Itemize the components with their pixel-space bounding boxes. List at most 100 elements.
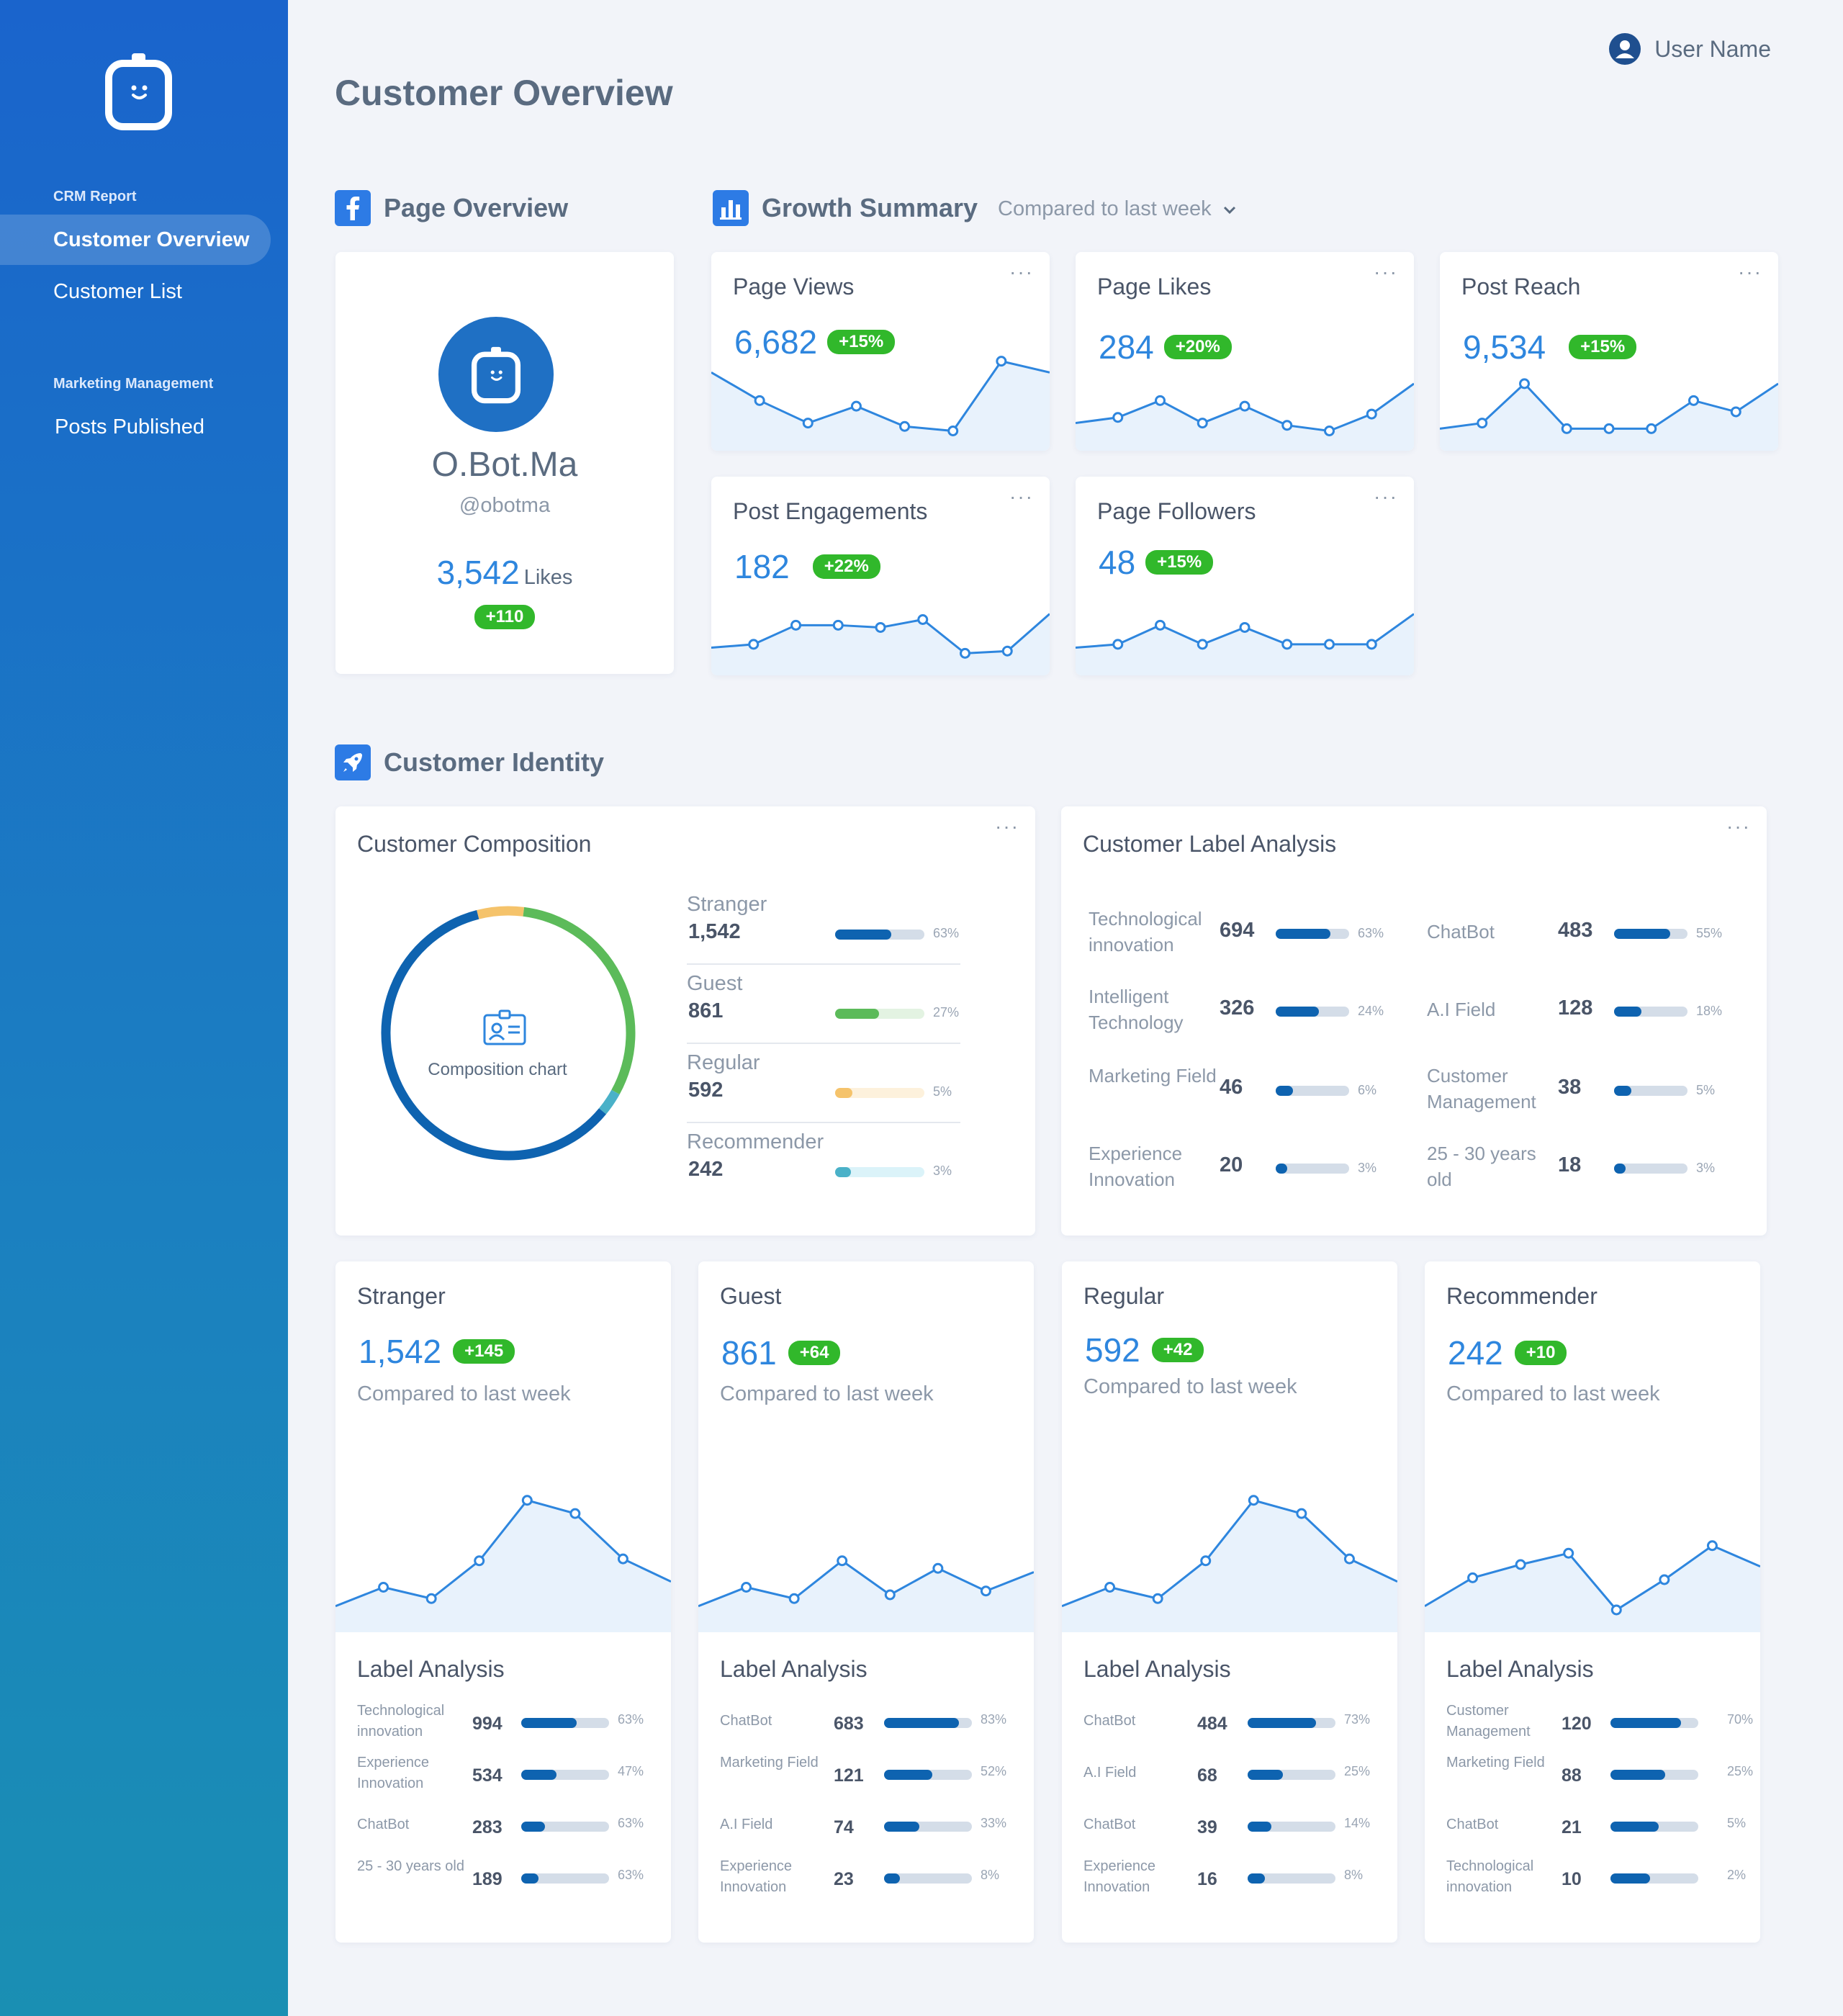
user-menu[interactable]: User Name — [1608, 32, 1771, 66]
trend-point — [1706, 1540, 1718, 1552]
label-name: 25 - 30 years old — [1427, 1143, 1536, 1190]
more-options-icon[interactable]: ··· — [1009, 261, 1034, 283]
label-progress — [521, 1718, 609, 1728]
sparkline-area — [1440, 383, 1778, 451]
label-progress-fill — [1614, 929, 1670, 939]
segment-label-row: Technological innovation 10 2% — [1446, 1856, 1749, 1908]
label-count: 68 — [1197, 1765, 1217, 1786]
label-progress — [1610, 1718, 1698, 1728]
contact-card-icon — [335, 1009, 674, 1050]
label-percent: 33% — [981, 1816, 1007, 1830]
metric-change-badge: +15% — [1569, 335, 1637, 359]
segment-label-row: Marketing Field 88 25% — [1446, 1752, 1753, 1804]
sparkline-point — [1281, 420, 1293, 431]
metric-title: Page Followers — [1097, 498, 1256, 524]
trend-point — [1563, 1547, 1574, 1559]
metric-sparkline — [1076, 613, 1414, 675]
growth-summary-heading: Growth Summary — [713, 190, 978, 226]
more-options-icon[interactable]: ··· — [1726, 815, 1751, 837]
sparkline-point — [1366, 408, 1377, 420]
sidebar-item-customer-list[interactable]: Customer List — [53, 280, 182, 303]
segment-label-row: A.I Field 68 25% — [1083, 1752, 1386, 1804]
segment-label-row: ChatBot 21 5% — [1446, 1804, 1749, 1856]
segment-value: 242 — [688, 1158, 724, 1181]
composition-donut-chart — [381, 906, 636, 1161]
label-name: Technological innovation — [1446, 1858, 1534, 1895]
more-options-icon[interactable]: ··· — [1374, 485, 1398, 508]
trend-point — [1610, 1604, 1622, 1616]
more-options-icon[interactable]: ··· — [995, 815, 1019, 837]
sidebar-item-posts-published[interactable]: Posts Published — [55, 415, 204, 438]
segment-compare-text: Compared to last week — [357, 1382, 571, 1405]
more-options-icon[interactable]: ··· — [1374, 261, 1398, 283]
label-progress-fill — [1248, 1822, 1271, 1832]
label-name: Marketing Field — [1446, 1755, 1545, 1770]
user-name: User Name — [1654, 35, 1771, 62]
label-progress — [1614, 929, 1687, 939]
sparkline-point — [832, 619, 844, 631]
label-percent: 70% — [1727, 1712, 1754, 1727]
label-count: 121 — [834, 1765, 864, 1786]
logo-icon[interactable] — [104, 50, 173, 131]
metric-card-page-followers: ··· Page Followers 48 +15% — [1076, 477, 1414, 675]
sparkline-point — [748, 639, 760, 650]
sparkline-point — [1730, 406, 1741, 418]
segment-label-analysis-title: Label Analysis — [1083, 1656, 1231, 1682]
label-percent: 8% — [981, 1868, 1000, 1882]
sparkline-point — [1112, 639, 1124, 650]
label-count: 994 — [472, 1714, 503, 1734]
label-name: A.I Field — [1427, 999, 1496, 1020]
label-name: Marketing Field — [720, 1755, 819, 1770]
trend-point — [378, 1582, 389, 1593]
label-analysis-title: Customer Label Analysis — [1083, 831, 1337, 857]
sparkline-point — [1239, 621, 1251, 633]
composition-row: Stranger 1,542 63% — [687, 893, 960, 965]
label-name: ChatBot — [1446, 1817, 1499, 1832]
metric-sparkline — [711, 613, 1050, 675]
more-options-icon[interactable]: ··· — [1009, 485, 1034, 508]
label-progress — [1610, 1770, 1698, 1780]
segment-label-row: Experience Innovation 534 47% — [357, 1752, 659, 1804]
trend-point — [1659, 1574, 1670, 1585]
segment-label-analysis-title: Label Analysis — [720, 1656, 868, 1682]
segment-title: Guest — [720, 1283, 782, 1309]
more-options-icon[interactable]: ··· — [1738, 261, 1762, 283]
segment-label-row: ChatBot 39 14% — [1083, 1804, 1386, 1856]
profile-likes: 3,542 Likes — [335, 553, 674, 592]
metric-title: Page Likes — [1097, 274, 1212, 300]
segment-trend-chart — [1062, 1495, 1397, 1632]
sparkline-point — [1477, 418, 1488, 429]
label-progress-fill — [1610, 1718, 1681, 1728]
sparkline-point — [875, 621, 886, 633]
label-progress-fill — [1610, 1873, 1650, 1884]
segment-compare-text: Compared to last week — [720, 1382, 934, 1405]
label-count: 16 — [1197, 1869, 1217, 1889]
segment-percent: 63% — [933, 926, 960, 940]
label-progress — [1248, 1822, 1335, 1832]
label-progress-fill — [1248, 1718, 1317, 1728]
trend-point — [425, 1593, 437, 1604]
label-count: 683 — [834, 1714, 864, 1734]
segment-value: 592 — [688, 1079, 724, 1102]
label-progress-fill — [1248, 1873, 1266, 1884]
label-progress — [884, 1718, 972, 1728]
donut-slice-stranger — [381, 910, 606, 1161]
trend-area — [1425, 1545, 1760, 1632]
compare-period-select[interactable]: Compared to last week — [998, 197, 1240, 221]
label-progress-fill — [1276, 1164, 1287, 1174]
label-progress — [1276, 1007, 1349, 1017]
sidebar-item-customer-overview[interactable]: Customer Overview — [0, 215, 271, 265]
label-name: ChatBot — [1083, 1817, 1136, 1832]
metric-title: Page Views — [733, 274, 855, 300]
bar-chart-icon — [713, 190, 749, 226]
bot-icon — [471, 346, 521, 404]
segment-label-row: ChatBot 283 63% — [357, 1804, 659, 1856]
chevron-down-icon — [1223, 206, 1235, 214]
segment-label-analysis-title: Label Analysis — [1446, 1656, 1594, 1682]
label-percent: 18% — [1696, 1004, 1723, 1018]
trend-point — [521, 1495, 533, 1506]
user-avatar-icon — [1609, 33, 1641, 65]
sparkline-point — [1561, 423, 1572, 434]
trend-point — [569, 1508, 581, 1519]
label-progress — [884, 1873, 972, 1884]
